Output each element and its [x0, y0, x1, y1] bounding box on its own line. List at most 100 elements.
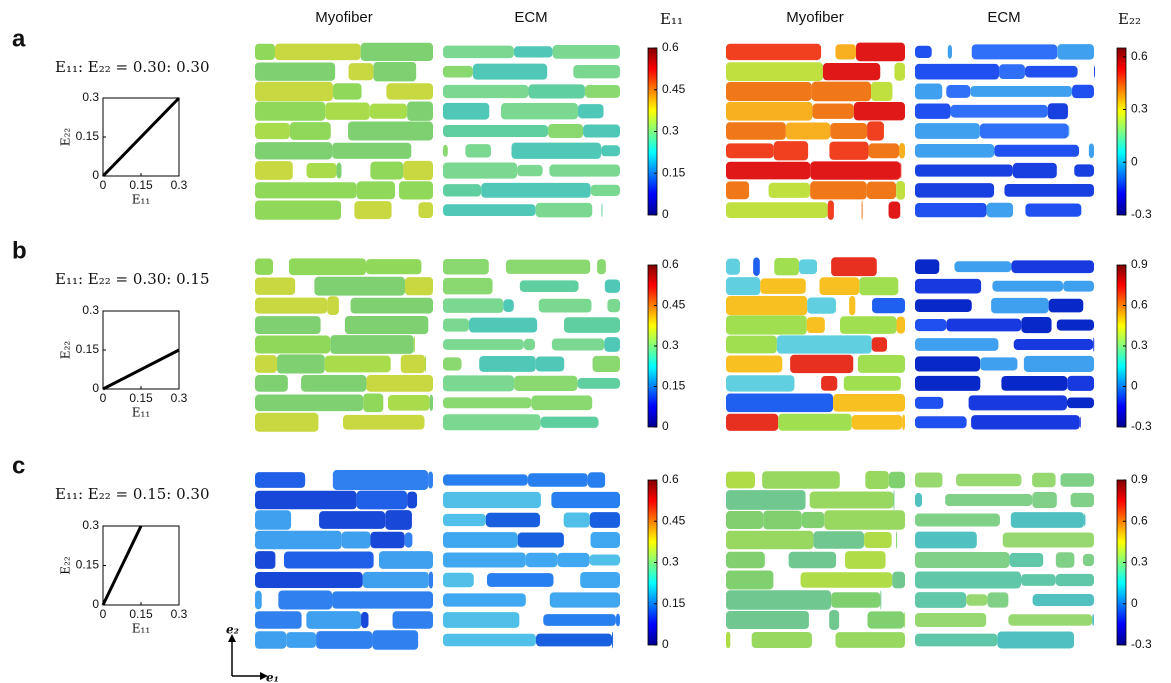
colorbar-tick-label: 0.3 [1131, 102, 1148, 116]
fiber-segment [301, 375, 367, 392]
fiber-segment [399, 181, 433, 200]
fiber-segment [726, 315, 807, 335]
fiber-segment [612, 631, 614, 649]
fiber-segment [899, 143, 905, 159]
fiber-segment [992, 280, 1064, 292]
fiber-segment [255, 355, 278, 373]
fiber-segment [835, 632, 905, 648]
fiber-segment [726, 43, 822, 61]
fiber-segment [811, 81, 872, 102]
colorbar-tick-label: 0.6 [1131, 49, 1148, 63]
x-tick-label: 0.3 [171, 178, 188, 192]
fiber-segment [798, 259, 818, 275]
fiber-segment [590, 184, 620, 196]
strain-field-image [726, 42, 905, 220]
fiber-segment [517, 164, 543, 177]
fiber-segment [915, 278, 982, 294]
fiber-segment [443, 491, 541, 509]
fiber-segment [915, 592, 967, 608]
colorbar-tick-label: 0.9 [1131, 472, 1148, 486]
fiber-segment [726, 570, 774, 590]
fiber-segment [778, 413, 852, 431]
fiber-segment [552, 44, 620, 59]
fiber-segment [583, 124, 620, 138]
fiber-segment [277, 354, 325, 374]
fiber-segment [915, 183, 995, 198]
x-tick-label: 0 [100, 178, 107, 192]
fiber-segment [289, 122, 331, 140]
fiber-segment [809, 491, 894, 509]
fiber-segment [443, 318, 470, 332]
fiber-segment [840, 316, 897, 334]
fiber-segment [538, 298, 592, 313]
fiber-segment [880, 590, 882, 610]
fiber-segment [997, 631, 1075, 649]
strain-field-image [443, 472, 620, 649]
fiber-segment [871, 81, 893, 102]
strain-field-image [443, 258, 620, 431]
fiber-segment [1008, 614, 1093, 626]
fiber-segment [531, 395, 593, 411]
fiber-segment [800, 572, 893, 588]
fiber-segment [348, 121, 433, 141]
fiber-segment [341, 531, 371, 549]
fiber-segment [946, 85, 971, 98]
fiber-segment [535, 633, 613, 647]
fiber-segment [548, 124, 584, 138]
header: ECM [987, 9, 1020, 26]
fiber-segment [768, 182, 811, 198]
y-tick-label: 0.3 [82, 518, 99, 532]
fiber-segment [327, 296, 339, 315]
fiber-segment [991, 297, 1049, 314]
fiber-segment [1023, 355, 1094, 372]
fiber-segment [994, 144, 1080, 157]
fiber-segment [915, 492, 923, 508]
fiber-segment [829, 610, 840, 630]
fiber-segment [348, 63, 374, 81]
fiber-segment [255, 277, 296, 295]
fiber-segment [523, 338, 535, 351]
fiber-segment [726, 393, 834, 413]
strain-field-image [726, 257, 905, 431]
fiber-segment [892, 571, 905, 589]
fiber-segment [1066, 397, 1094, 409]
fiber-segment [851, 414, 903, 430]
fiber-segment [915, 103, 951, 119]
fiber-segment [332, 470, 429, 490]
fiber-segment [904, 611, 906, 629]
fiber-segment [413, 335, 415, 354]
fiber-segment [443, 277, 493, 295]
fiber-segment [1092, 613, 1094, 627]
fiber-segment [584, 85, 620, 98]
fiber-segment [726, 590, 832, 610]
header: Myofiber [315, 9, 373, 26]
fiber-segment [773, 141, 809, 161]
colorbar-tick-label: -0.3 [1131, 207, 1152, 221]
colorbar-tick-label: 0.15 [662, 379, 686, 393]
fiber-segment [443, 204, 536, 217]
y-tick-label: 0.15 [76, 342, 100, 356]
fiber-segment [979, 123, 1069, 139]
fiber-segment [255, 335, 331, 354]
fiber-segment [362, 571, 429, 589]
ratio: E₁₁: E₂₂ = 0.30: 0.15 [55, 270, 210, 288]
fiber-segment [1012, 162, 1057, 179]
fiber-segment [443, 593, 526, 607]
x-axis-label: E₁₁ [132, 406, 150, 420]
fiber-segment [551, 338, 605, 351]
colorbar-tick-label: 0.45 [662, 298, 686, 312]
fiber-segment [255, 490, 357, 510]
fiber-segment [580, 571, 620, 589]
fiber-segment [915, 396, 944, 409]
fiber-segment [501, 103, 578, 120]
fiber-segment [1083, 553, 1094, 567]
fiber-segment [726, 611, 809, 629]
fiber-segment [915, 633, 998, 647]
fiber-segment [966, 594, 988, 606]
fiber-segment [790, 354, 854, 374]
header: ECM [514, 9, 547, 26]
fiber-segment [915, 551, 1010, 569]
strain-path [102, 348, 180, 391]
fiber-segment [726, 161, 811, 180]
y-tick-label: 0.3 [82, 303, 99, 317]
